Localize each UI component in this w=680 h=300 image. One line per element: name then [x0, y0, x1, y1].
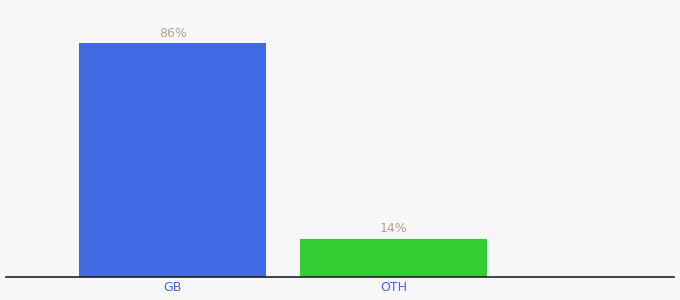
Text: 86%: 86%	[159, 27, 187, 40]
Bar	[300, 238, 487, 277]
Text: 14%: 14%	[379, 222, 407, 236]
Bar	[79, 44, 267, 277]
